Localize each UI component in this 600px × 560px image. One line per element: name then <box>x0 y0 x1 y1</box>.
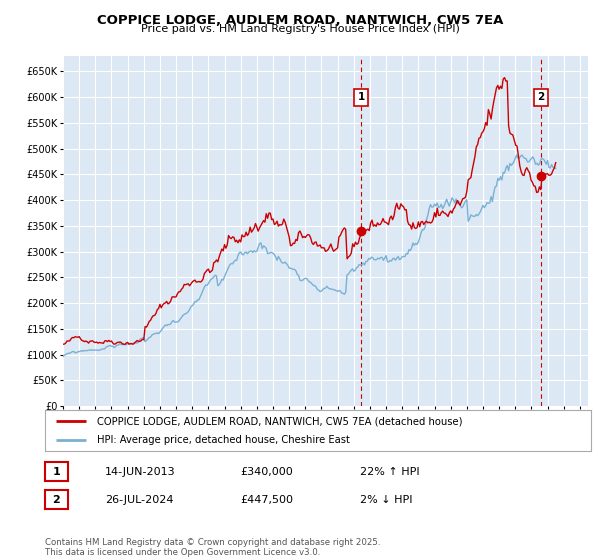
Text: 14-JUN-2013: 14-JUN-2013 <box>105 466 176 477</box>
Text: 2% ↓ HPI: 2% ↓ HPI <box>360 494 413 505</box>
Text: 1: 1 <box>53 466 60 477</box>
Text: Contains HM Land Registry data © Crown copyright and database right 2025.
This d: Contains HM Land Registry data © Crown c… <box>45 538 380 557</box>
Text: 2: 2 <box>537 92 544 102</box>
Text: 26-JUL-2024: 26-JUL-2024 <box>105 494 173 505</box>
Text: £340,000: £340,000 <box>240 466 293 477</box>
Text: HPI: Average price, detached house, Cheshire East: HPI: Average price, detached house, Ches… <box>97 435 350 445</box>
Text: 22% ↑ HPI: 22% ↑ HPI <box>360 466 419 477</box>
Text: COPPICE LODGE, AUDLEM ROAD, NANTWICH, CW5 7EA (detached house): COPPICE LODGE, AUDLEM ROAD, NANTWICH, CW… <box>97 417 463 426</box>
Text: £447,500: £447,500 <box>240 494 293 505</box>
Text: 1: 1 <box>358 92 365 102</box>
Text: COPPICE LODGE, AUDLEM ROAD, NANTWICH, CW5 7EA: COPPICE LODGE, AUDLEM ROAD, NANTWICH, CW… <box>97 14 503 27</box>
Text: 2: 2 <box>53 494 60 505</box>
Text: Price paid vs. HM Land Registry's House Price Index (HPI): Price paid vs. HM Land Registry's House … <box>140 24 460 34</box>
